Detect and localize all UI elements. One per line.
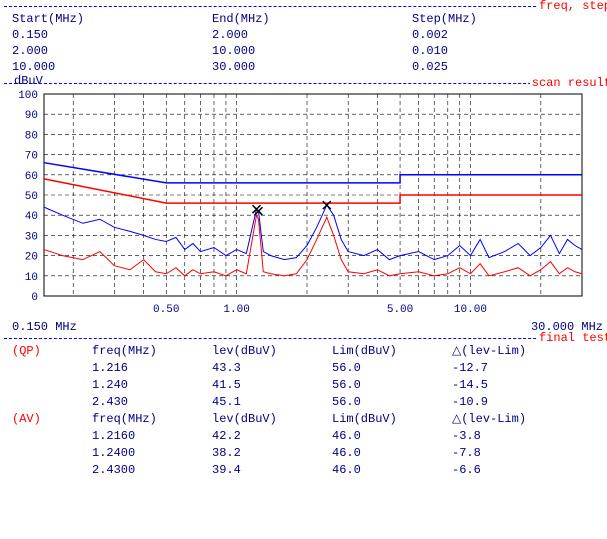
svg-text:60: 60 <box>25 171 38 183</box>
cell: 46.0 <box>332 462 452 479</box>
cell: 43.3 <box>212 360 332 377</box>
freq-step-table: Start(MHz) End(MHz) Step(MHz) 0.150 2.00… <box>4 9 607 81</box>
svg-text:0.50: 0.50 <box>153 304 179 316</box>
svg-text:10.00: 10.00 <box>454 304 487 316</box>
svg-text:40: 40 <box>25 211 38 223</box>
svg-text:5.00: 5.00 <box>387 304 413 316</box>
cell: 10.000 <box>12 59 212 75</box>
cell: 2.430 <box>92 394 212 411</box>
y-axis-label: dBuV <box>14 74 43 88</box>
header: lev(dBuV) <box>212 411 332 428</box>
cell: 1.2160 <box>92 428 212 445</box>
svg-text:30: 30 <box>25 231 38 243</box>
cell: 1.240 <box>92 377 212 394</box>
chart-svg: 0 10 20 30 40 50 60 70 80 90 100 0.50 1.00 5.00 10.00 <box>12 88 592 318</box>
svg-text:1.00: 1.00 <box>223 304 249 316</box>
qp-tag: (QP) <box>12 343 92 360</box>
cell: 45.1 <box>212 394 332 411</box>
header: △(lev-Lim) <box>452 343 572 360</box>
cell: 30.000 <box>212 59 412 75</box>
cell: 42.2 <box>212 428 332 445</box>
divider-final: final test <box>4 338 607 339</box>
cell: -10.9 <box>452 394 572 411</box>
cell: -6.6 <box>452 462 572 479</box>
x-range: 0.150 MHz 30.000 MHz <box>4 318 607 336</box>
emc-chart: dBuV 01020304050607080901000.501.005.001… <box>12 88 592 318</box>
svg-text:90: 90 <box>25 110 38 122</box>
cell: 0.010 <box>412 43 562 59</box>
av-tag: (AV) <box>12 411 92 428</box>
header-start: Start(MHz) <box>12 11 212 27</box>
cell: -14.5 <box>452 377 572 394</box>
cell: -3.8 <box>452 428 572 445</box>
section-label-freq: freq, step <box>537 0 607 13</box>
cell: -12.7 <box>452 360 572 377</box>
svg-text:70: 70 <box>25 151 38 163</box>
cell: 41.5 <box>212 377 332 394</box>
header: lev(dBuV) <box>212 343 332 360</box>
cell: 46.0 <box>332 445 452 462</box>
cell: 56.0 <box>332 360 452 377</box>
svg-text:100: 100 <box>18 90 38 102</box>
svg-text:0: 0 <box>31 292 38 304</box>
cell: 56.0 <box>332 377 452 394</box>
cell: 2.000 <box>212 27 412 43</box>
cell: 38.2 <box>212 445 332 462</box>
cell: 0.002 <box>412 27 562 43</box>
cell: 0.150 <box>12 27 212 43</box>
cell: 56.0 <box>332 394 452 411</box>
header: Lim(dBuV) <box>332 411 452 428</box>
cell: 1.216 <box>92 360 212 377</box>
cell: 2.000 <box>12 43 212 59</box>
header: freq(MHz) <box>92 411 212 428</box>
x-range-left: 0.150 MHz <box>12 320 77 334</box>
final-table-qp: (QP) freq(MHz) lev(dBuV) Lim(dBuV) △(lev… <box>4 341 607 481</box>
cell: 0.025 <box>412 59 562 75</box>
header: △(lev-Lim) <box>452 411 572 428</box>
section-label-final: final test <box>537 331 607 345</box>
divider-top: freq, step <box>4 6 607 7</box>
cell: 1.2400 <box>92 445 212 462</box>
svg-text:80: 80 <box>25 130 38 142</box>
svg-text:10: 10 <box>25 272 38 284</box>
svg-text:20: 20 <box>25 252 38 264</box>
cell: 46.0 <box>332 428 452 445</box>
cell: 2.4300 <box>92 462 212 479</box>
cell: 39.4 <box>212 462 332 479</box>
header-end: End(MHz) <box>212 11 412 27</box>
cell: 10.000 <box>212 43 412 59</box>
svg-text:50: 50 <box>25 191 38 203</box>
cell: -7.8 <box>452 445 572 462</box>
header: freq(MHz) <box>92 343 212 360</box>
header: Lim(dBuV) <box>332 343 452 360</box>
header-step: Step(MHz) <box>412 11 562 27</box>
divider-scan: scan result <box>4 83 607 84</box>
